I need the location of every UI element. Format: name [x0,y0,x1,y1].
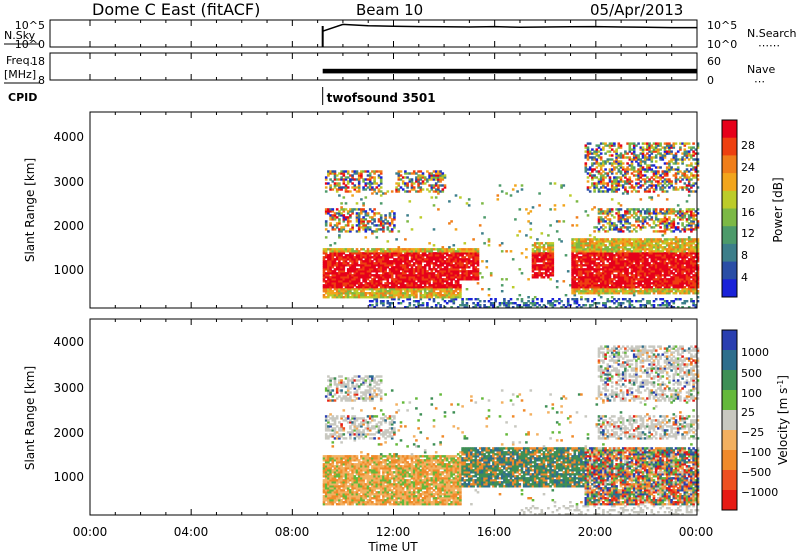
velocity-colorbar-swatch [722,390,737,411]
power-ytick-2000: 2000 [53,219,84,233]
x-tick-1600: 16:00 [477,525,512,539]
power-ytick-3000: 3000 [53,175,84,189]
x-tick-2400: 00:00 [679,525,714,539]
power-ytick-4000: 4000 [53,130,84,144]
nsearch-tick-bottom: 10^0 [707,38,737,51]
nsky-tick-bottom: 10^0 [15,38,45,51]
power-cbar-label-12: 12 [741,227,755,240]
power-colorbar-swatch [722,208,737,227]
cpid-program-label: twofsound 3501 [327,91,436,105]
cpid-strip: CPID twofsound 3501 [8,87,436,105]
power-cbar-title: Power [dB] [771,177,785,242]
power-cbar-label-16: 16 [741,206,755,219]
power-colorbar-swatches [722,120,737,298]
freq-strip: Freq. [MHz] 18 8 60 0 Nave ⋯ [4,52,775,88]
velocity-colorbar-frame [721,329,738,511]
vel-cbar-label-m25: −25 [741,426,764,439]
vel-cbar-label-m500: −500 [741,466,771,479]
nave-tick-bottom: 0 [707,74,714,87]
power-cbar-label-20: 20 [741,183,755,196]
power-ylabel: Slant Range [km] [23,158,37,262]
nsearch-tick-top: 10^5 [707,19,737,32]
power-colorbar-swatch [722,155,737,174]
velocity-colorbar-swatch [722,410,737,431]
nsky-label: N.Sky [4,29,36,42]
velocity-colorbar-swatch [722,350,737,371]
velocity-heatmap [322,345,700,516]
freq-tick-bottom: 8 [38,74,45,87]
velocity-colorbar-swatch [722,430,737,451]
velocity-colorbar-swatch [722,490,737,511]
power-cbar-label-8: 8 [741,249,748,262]
power-cbar-label-24: 24 [741,161,755,174]
nave-dotted-key: ⋯ [754,75,765,88]
power-colorbar-swatch [722,226,737,245]
velocity-colorbar-swatch [722,330,737,351]
power-colorbar-swatch [722,120,737,139]
power-colorbar-swatch [722,173,737,192]
power-colorbar-frame [721,119,738,298]
power-panel: Slant Range [km] 4000 3000 2000 1000 [23,111,700,309]
velocity-ytick-4000: 4000 [53,335,84,349]
power-cbar-label-28: 28 [741,139,755,152]
freq-label: Freq. [6,54,33,67]
power-colorbar-swatch [722,137,737,156]
velocity-ytick-2000: 2000 [53,426,84,440]
velocity-colorbar-swatch [722,470,737,491]
vel-cbar-label-1000: 1000 [741,346,769,359]
vel-cbar-label-500: 500 [741,367,762,380]
velocity-colorbar-swatches [722,330,737,511]
velocity-ytick-3000: 3000 [53,381,84,395]
velocity-colorbar-swatch [722,450,737,471]
power-ytick-1000: 1000 [53,263,84,277]
power-cbar-label-4: 4 [741,271,748,284]
velocity-colorbar: 1000 500 100 25 −25 −100 −500 −1000 Velo… [721,329,790,511]
nsky-tick-top: 10^5 [15,19,45,32]
freq-series-band [322,68,697,74]
vel-cbar-label-m1000: −1000 [741,486,778,499]
cpid-label: CPID [8,91,37,104]
nave-label: Nave [747,63,775,76]
x-tick-1200: 12:00 [376,525,411,539]
power-colorbar-swatch [722,279,737,298]
power-colorbar-swatch [722,261,737,280]
nsearch-label: N.Search [747,27,797,40]
x-axis: 00:00 04:00 08:00 12:00 16:00 20:00 00:0… [73,525,714,554]
freq-unit-label: [MHz] [4,68,36,81]
nsky-frame [49,19,698,48]
x-tick-0800: 08:00 [275,525,310,539]
power-colorbar-swatch [722,243,737,263]
velocity-colorbar-swatch [722,370,737,391]
velocity-ytick-1000: 1000 [53,470,84,484]
nave-tick-top: 60 [707,55,721,68]
x-axis-label: Time UT [367,540,418,554]
x-tick-0000: 00:00 [73,525,108,539]
vel-cbar-label-m100: −100 [741,446,771,459]
power-heatmap [322,142,700,309]
x-tick-2000: 20:00 [578,525,613,539]
date-title: 05/Apr/2013 [590,1,683,19]
velocity-cbar-title: Velocity [m s-1] [776,375,790,465]
velocity-panel: Slant Range [km] 4000 3000 2000 1000 [23,318,700,516]
nsky-strip: N.Sky 10^5 10^0 10^5 10^0 N.Search ⋯⋯ [4,19,797,52]
vel-cbar-label-25: 25 [741,406,755,419]
power-colorbar: 28 24 20 16 12 8 4 Power [dB] [721,119,785,298]
velocity-ylabel: Slant Range [km] [23,366,37,470]
station-title: Dome C East (fitACF) [92,0,260,19]
x-tick-0400: 04:00 [174,525,209,539]
vel-cbar-label-100: 100 [741,387,762,400]
freq-tick-top: 18 [31,55,45,68]
nsky-series-line [322,23,697,32]
freq-frame [49,52,698,81]
nsearch-dotted-key: ⋯⋯ [758,39,780,52]
power-colorbar-swatch [722,190,737,209]
beam-title: Beam 10 [356,1,423,19]
